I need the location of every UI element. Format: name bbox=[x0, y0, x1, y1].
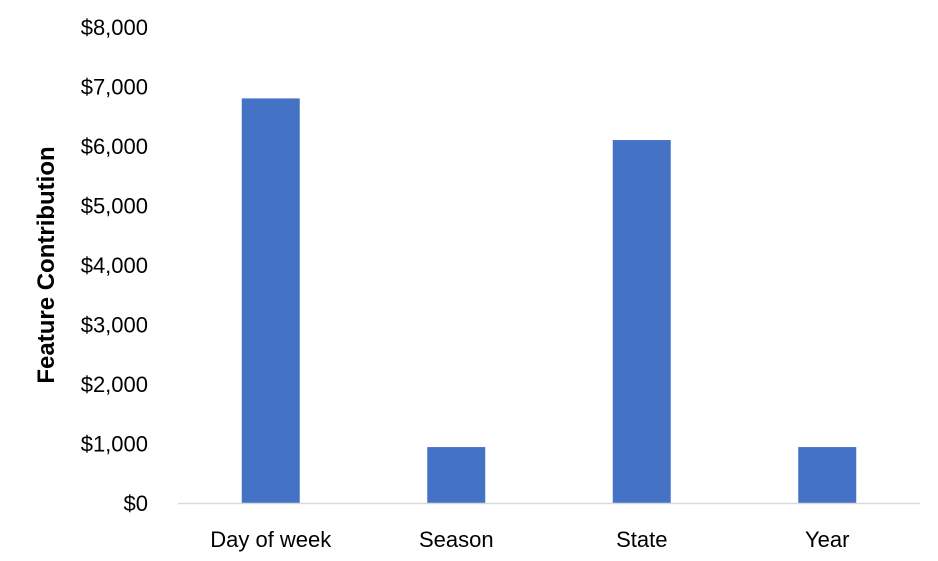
bar bbox=[241, 98, 300, 504]
bar bbox=[427, 447, 486, 503]
x-category-label: Day of week bbox=[210, 527, 332, 552]
y-tick-label: $5,000 bbox=[81, 194, 148, 219]
bar bbox=[612, 140, 671, 504]
y-tick-label: $2,000 bbox=[81, 372, 148, 397]
x-axis-category-labels: Day of week Season State Year bbox=[210, 527, 849, 552]
x-category-label: Year bbox=[805, 527, 849, 552]
y-axis-title: Feature Contribution bbox=[33, 146, 60, 383]
x-category-label: State bbox=[616, 527, 667, 552]
y-tick-label: $4,000 bbox=[81, 253, 148, 278]
bars bbox=[241, 98, 857, 504]
y-tick-label: $8,000 bbox=[81, 15, 148, 40]
y-tick-label: $0 bbox=[124, 491, 148, 516]
y-tick-label: $3,000 bbox=[81, 313, 148, 338]
x-category-label: Season bbox=[419, 527, 494, 552]
y-tick-label: $6,000 bbox=[81, 134, 148, 159]
y-tick-label: $7,000 bbox=[81, 75, 148, 100]
bar bbox=[798, 447, 857, 503]
y-tick-label: $1,000 bbox=[81, 432, 148, 457]
y-axis-tick-labels: $0 $1,000 $2,000 $3,000 $4,000 $5,000 $6,000 $7… bbox=[81, 15, 148, 516]
